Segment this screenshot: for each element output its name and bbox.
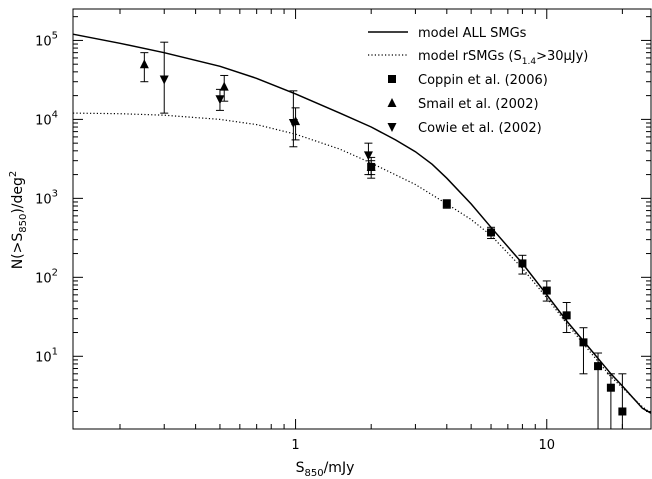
error-bars (140, 41, 627, 429)
model-curves (72, 33, 652, 414)
y-tick-label: 103 (35, 188, 58, 207)
tick-labels: 1 10 101 102 103 104 105 (35, 30, 555, 453)
marker-triangle-down (363, 151, 373, 161)
marker-square (442, 199, 451, 208)
marker-triangle-down (387, 123, 397, 132)
y-axis-title: N(>S850)/deg2 (8, 171, 29, 270)
marker-square (487, 228, 496, 237)
legend-label: Cowie et al. (2002) (418, 121, 542, 136)
marker-square (579, 338, 588, 347)
model-rsmgs-curve (72, 112, 652, 414)
x-axis-title: S850/mJy (296, 460, 355, 479)
y-tick-label: 104 (35, 109, 58, 128)
data-markers (139, 59, 627, 416)
model-all-smgs-curve (72, 33, 652, 414)
legend-label: Smail et al. (2002) (418, 97, 539, 112)
axis-ticks (73, 9, 651, 429)
marker-triangle-down (288, 119, 298, 129)
legend-label: Coppin et al. (2006) (418, 73, 548, 88)
x-tick-label: 1 (291, 438, 299, 453)
marker-triangle-up (139, 59, 149, 69)
marker-triangle-down (159, 75, 169, 85)
marker-square (618, 407, 627, 416)
marker-square (542, 286, 551, 295)
legend-label: model rSMGs (S1.4>30μJy) (418, 49, 588, 67)
legend-label: model ALL SMGs (418, 26, 527, 41)
marker-triangle-down (215, 95, 225, 105)
axis-titles: S850/mJy N(>S850)/deg2 (8, 171, 354, 479)
marker-square (388, 75, 396, 83)
y-tick-label: 101 (35, 346, 58, 365)
marker-square (518, 259, 527, 268)
plot-frame (72, 8, 652, 430)
marker-square (606, 383, 615, 392)
marker-triangle-up (219, 81, 229, 91)
marker-square (562, 311, 571, 320)
x-tick-label: 10 (538, 438, 555, 453)
y-tick-label: 105 (35, 30, 58, 49)
y-tick-label: 102 (35, 267, 58, 286)
legend: model ALL SMGs model rSMGs (S1.4>30μJy) Co… (368, 26, 588, 136)
marker-triangle-up (366, 161, 376, 171)
marker-triangle-up (387, 98, 397, 107)
marker-square (594, 362, 603, 371)
